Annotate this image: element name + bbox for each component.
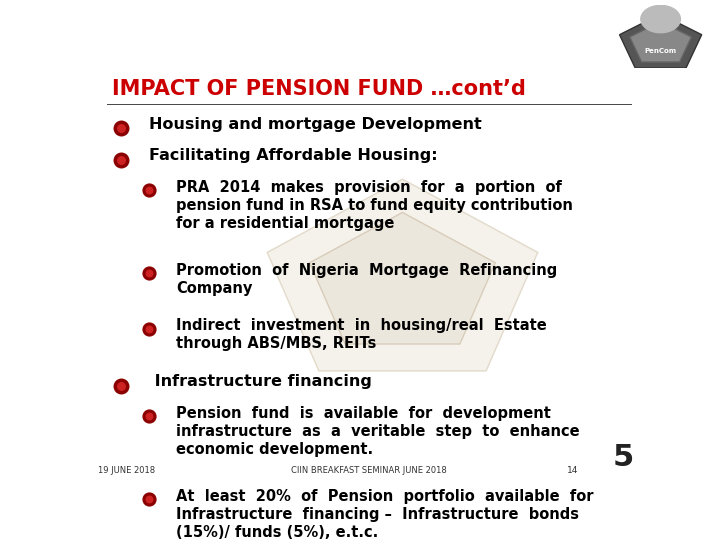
Text: Facilitating Affordable Housing:: Facilitating Affordable Housing: (148, 148, 437, 164)
Circle shape (641, 5, 680, 33)
Point (143, 269, 154, 278)
Text: Indirect  investment  in  housing/real  Estate
through ABS/MBS, REITs: Indirect investment in housing/real Esta… (176, 319, 547, 352)
Text: 5: 5 (613, 443, 634, 472)
Point (115, 124, 127, 132)
Point (115, 156, 127, 164)
Point (115, 156, 127, 164)
Polygon shape (630, 22, 691, 62)
Point (143, 325, 154, 333)
Point (143, 186, 154, 194)
Point (143, 186, 154, 194)
Point (143, 495, 154, 503)
Text: PenCom: PenCom (644, 49, 677, 55)
Text: Infrastructure financing: Infrastructure financing (148, 374, 372, 389)
Polygon shape (310, 212, 495, 344)
Point (143, 495, 154, 503)
Point (143, 325, 154, 333)
Text: Pension  fund  is  available  for  development
infrastructure  as  a  veritable : Pension fund is available for developmen… (176, 406, 580, 457)
Point (115, 124, 127, 132)
Point (143, 269, 154, 278)
Point (143, 411, 154, 420)
Text: CIIN BREAKFAST SEMINAR JUNE 2018: CIIN BREAKFAST SEMINAR JUNE 2018 (291, 466, 447, 475)
Text: Housing and mortgage Development: Housing and mortgage Development (148, 117, 482, 132)
Text: 19 JUNE 2018: 19 JUNE 2018 (99, 466, 156, 475)
Text: At  least  20%  of  Pension  portfolio  available  for
Infrastructure  financing: At least 20% of Pension portfolio availa… (176, 489, 594, 539)
Polygon shape (267, 179, 538, 371)
Text: IMPACT OF PENSION FUND …cont’d: IMPACT OF PENSION FUND …cont’d (112, 79, 526, 99)
Text: PRA  2014  makes  provision  for  a  portion  of
pension fund in RSA to fund equ: PRA 2014 makes provision for a portion o… (176, 180, 573, 231)
Point (115, 381, 127, 390)
Point (143, 411, 154, 420)
Text: 14: 14 (567, 466, 578, 475)
Text: Promotion  of  Nigeria  Mortgage  Refinancing
Company: Promotion of Nigeria Mortgage Refinancin… (176, 263, 558, 296)
Polygon shape (619, 14, 702, 68)
Point (115, 381, 127, 390)
